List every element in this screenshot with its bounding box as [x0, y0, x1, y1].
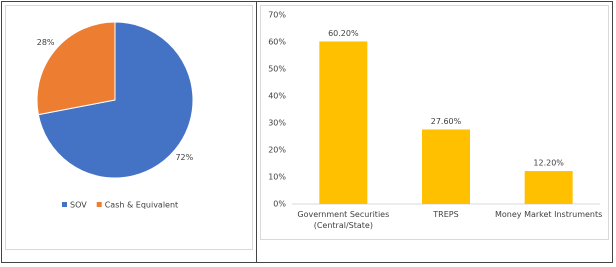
legend-label: SOV [70, 201, 87, 210]
x-tick-label: TREPS [433, 210, 459, 219]
y-tick-label: 70% [268, 11, 286, 20]
y-tick-label: 0% [273, 200, 286, 209]
pie-slice [36, 21, 116, 116]
bar [319, 41, 368, 205]
legend-swatch [96, 202, 102, 207]
data-label: 12.20% [533, 159, 564, 168]
data-label: 27.60% [431, 117, 462, 126]
legend-label: Cash & Equivalent [105, 201, 178, 210]
y-tick-label: 60% [268, 38, 286, 47]
pie-slice [37, 21, 194, 179]
legend-swatch [62, 202, 67, 207]
y-tick-label: 30% [268, 119, 286, 128]
y-tick-label: 20% [268, 146, 286, 155]
y-tick-label: 40% [268, 92, 286, 101]
data-label: 28% [37, 38, 55, 47]
frame [1, 1, 613, 263]
y-tick-label: 50% [268, 65, 286, 74]
bar [524, 171, 573, 204]
data-label: 72% [175, 153, 193, 162]
bar-panel [260, 5, 609, 240]
y-tick-label: 10% [268, 173, 286, 182]
x-tick-label: Money Market Instruments [495, 210, 603, 219]
data-label: 60.20% [328, 29, 359, 38]
bar [422, 129, 470, 204]
pie-panel [5, 5, 253, 250]
x-tick-label: Government Securities (Central/State) [297, 210, 390, 230]
